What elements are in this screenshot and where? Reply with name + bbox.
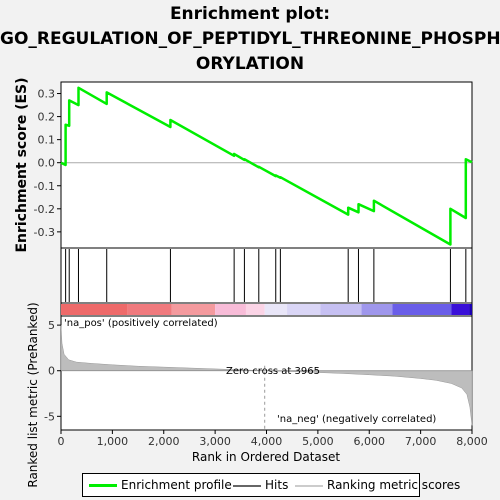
- legend-metric-swatch: [295, 484, 323, 487]
- legend: Enrichment profile Hits Ranking metric s…: [82, 473, 460, 497]
- metric-y-tick-label: 0: [48, 365, 55, 378]
- title-line-3: ORYLATION: [195, 54, 305, 74]
- metric-y-tick-label: 5: [48, 319, 55, 332]
- x-tick-label: 1,000: [97, 435, 129, 448]
- color-bar-segment: [171, 304, 216, 315]
- color-bar-segment: [264, 304, 288, 315]
- color-bar-segment: [127, 304, 172, 315]
- metric-y-label: Ranked list metric (PreRanked): [26, 302, 40, 487]
- title-line-1: Enrichment plot:: [169, 4, 331, 24]
- color-bar-segment: [245, 304, 265, 315]
- hits-group: [65, 249, 467, 302]
- legend-enrichment: Enrichment profile: [89, 478, 232, 492]
- neg-correlation-label: 'na_neg' (negatively correlated): [277, 414, 436, 425]
- metric-y-axis: -5 0 5: [44, 319, 61, 423]
- color-bar-segment: [469, 304, 472, 315]
- legend-enrichment-label: Enrichment profile: [121, 478, 232, 492]
- es-panel: [60, 81, 473, 249]
- es-y-label: Enrichment score (ES): [14, 77, 30, 252]
- es-y-axis: -0.3 -0.2 -0.1 0.0 0.1 0.2 0.3: [34, 88, 61, 239]
- es-y-tick-label: 0.2: [38, 111, 56, 124]
- x-tick-label: 4,000: [251, 435, 283, 448]
- x-tick-label: 3,000: [199, 435, 231, 448]
- chart-title: Enrichment plot: GO_REGULATION_OF_PEPTID…: [0, 2, 500, 77]
- color-bar-segment: [61, 304, 128, 315]
- legend-metric: Ranking metric scores: [295, 478, 460, 492]
- color-bar-segment: [361, 304, 393, 315]
- color-bar-segment: [392, 304, 452, 315]
- x-tick-label: 7,000: [405, 435, 437, 448]
- x-tick-label: 2,000: [148, 435, 180, 448]
- es-curve-group: [60, 86, 473, 246]
- es-y-tick-label: -0.3: [34, 226, 55, 239]
- metric-group: [60, 325, 473, 430]
- x-axis: 0 1,000 2,000 3,000 4,000 5,000 6,000 7,000 8,00…: [58, 430, 488, 448]
- hits-panel: [60, 247, 473, 304]
- es-y-tick-label: 0.1: [38, 134, 56, 147]
- es-y-tick-label: -0.2: [34, 203, 55, 216]
- legend-hits-label: Hits: [265, 478, 289, 492]
- ranked-metric-area: [60, 325, 473, 426]
- color-bar-segment: [320, 304, 362, 315]
- legend-metric-label: Ranking metric scores: [327, 478, 461, 492]
- x-tick-label: 0: [58, 435, 65, 448]
- pos-correlation-label: 'na_pos' (positively correlated): [64, 318, 218, 329]
- color-bar-segment: [451, 304, 470, 315]
- es-y-tick-label: 0.3: [38, 88, 56, 101]
- x-tick-label: 6,000: [354, 435, 386, 448]
- legend-hits: Hits: [233, 478, 288, 492]
- x-tick-label: 5,000: [302, 435, 334, 448]
- x-axis-label: Rank in Ordered Dataset: [192, 450, 340, 464]
- es-y-tick-label: 0.0: [38, 157, 56, 170]
- legend-enrichment-swatch: [89, 484, 117, 487]
- enrichment-profile-line: [60, 86, 473, 246]
- x-tick-label: 8,000: [456, 435, 488, 448]
- color-bar-segment: [215, 304, 246, 315]
- title-line-2: GO_REGULATION_OF_PEPTIDYL_THREONINE_PHOS…: [0, 29, 500, 49]
- metric-y-tick-label: -5: [44, 410, 55, 423]
- legend-hits-swatch: [233, 484, 261, 487]
- color-bar-segment: [287, 304, 321, 315]
- color-bar: [61, 304, 472, 315]
- zero-cross-label: Zero cross at 3965: [226, 366, 320, 377]
- es-y-tick-label: -0.1: [34, 180, 55, 193]
